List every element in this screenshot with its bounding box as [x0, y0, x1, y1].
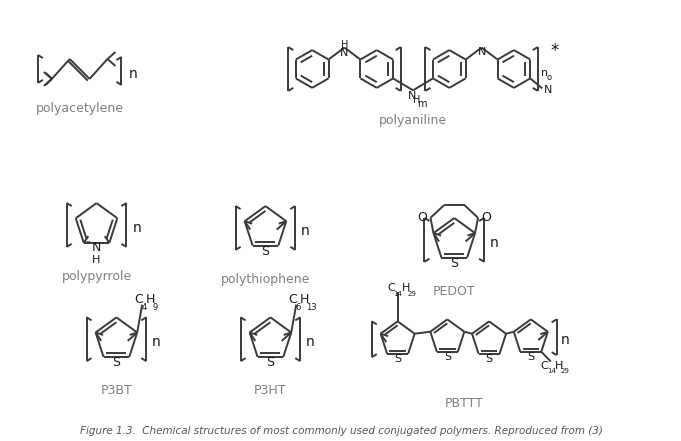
Text: 6: 6 — [295, 303, 300, 312]
Text: n: n — [490, 236, 498, 250]
Text: H: H — [300, 293, 310, 306]
Text: C: C — [288, 293, 297, 306]
Text: H: H — [555, 361, 563, 370]
Text: 9: 9 — [152, 303, 157, 312]
Text: m: m — [417, 99, 427, 109]
Text: C: C — [541, 361, 549, 370]
Text: O: O — [417, 211, 428, 224]
Text: C: C — [134, 293, 143, 306]
Text: N: N — [340, 48, 349, 58]
Text: H: H — [93, 254, 101, 265]
Text: H: H — [413, 95, 421, 105]
Text: 13: 13 — [306, 303, 317, 312]
Text: n: n — [132, 221, 141, 235]
Text: 4: 4 — [141, 303, 146, 312]
Text: o: o — [547, 73, 552, 82]
Text: n: n — [306, 335, 315, 349]
Text: 14: 14 — [547, 369, 556, 374]
Text: PBTTT: PBTTT — [445, 397, 484, 410]
Text: S: S — [527, 352, 535, 362]
Text: C: C — [387, 283, 396, 292]
Text: n: n — [152, 335, 161, 349]
Text: P3BT: P3BT — [101, 385, 132, 397]
Text: S: S — [444, 352, 451, 362]
Text: polyacetylene: polyacetylene — [35, 102, 124, 115]
Text: S: S — [394, 354, 401, 364]
Text: n: n — [301, 224, 310, 238]
Text: S: S — [112, 356, 121, 370]
Text: 29: 29 — [407, 291, 417, 296]
Text: S: S — [262, 245, 270, 258]
Text: H: H — [146, 293, 155, 306]
Text: P3HT: P3HT — [254, 385, 287, 397]
Text: H: H — [340, 40, 348, 50]
Text: 14: 14 — [394, 291, 402, 296]
Text: n: n — [541, 68, 548, 78]
Text: n: n — [128, 67, 137, 81]
Text: PEDOT: PEDOT — [433, 285, 475, 298]
Text: Figure 1.3.  Chemical structures of most commonly used conjugated polymers. Repr: Figure 1.3. Chemical structures of most … — [80, 426, 603, 436]
Text: *: * — [550, 42, 559, 60]
Text: S: S — [486, 354, 492, 364]
Text: N: N — [92, 241, 101, 254]
Text: S: S — [266, 356, 274, 370]
Text: H: H — [402, 283, 410, 292]
Text: n: n — [560, 333, 569, 347]
Text: N: N — [477, 47, 486, 56]
Text: 29: 29 — [560, 369, 569, 374]
Text: N: N — [408, 91, 416, 101]
Text: S: S — [450, 257, 458, 270]
Text: polyaniline: polyaniline — [379, 114, 447, 127]
Text: polythiophene: polythiophene — [221, 273, 310, 286]
Text: O: O — [481, 211, 491, 224]
Text: N: N — [544, 85, 552, 95]
Text: polypyrrole: polypyrrole — [61, 270, 131, 283]
